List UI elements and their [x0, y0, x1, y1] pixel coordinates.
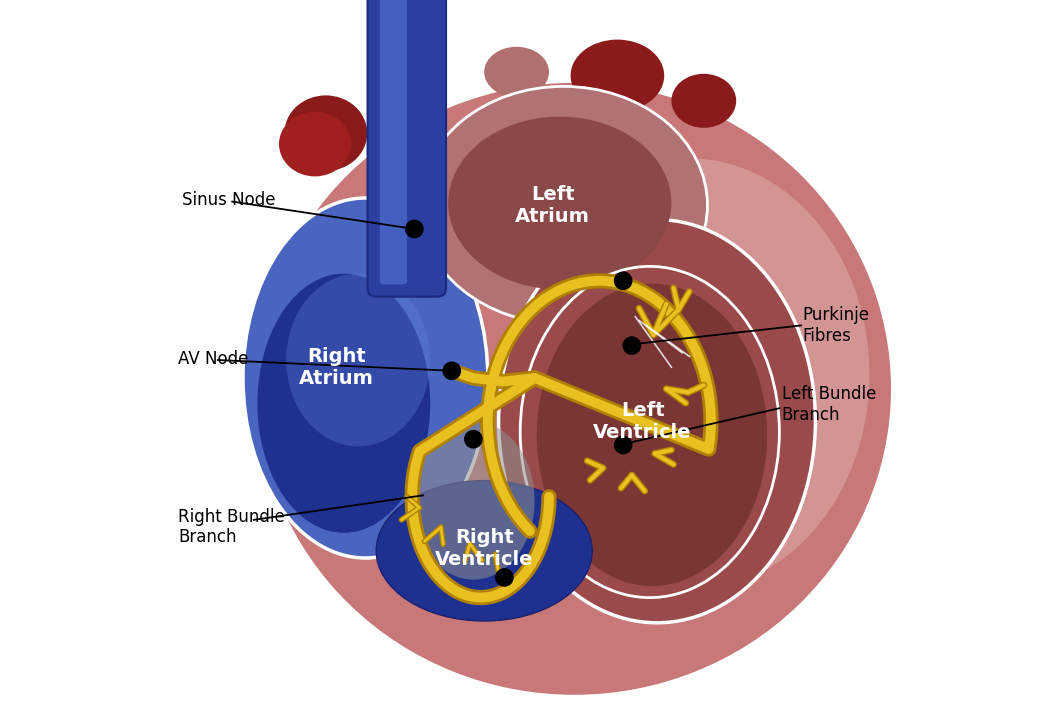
Text: Right Bundle
Branch: Right Bundle Branch	[178, 508, 285, 546]
Circle shape	[405, 220, 424, 238]
Text: AV Node: AV Node	[178, 350, 249, 368]
Text: Left
Atrium: Left Atrium	[515, 185, 590, 225]
Ellipse shape	[498, 220, 816, 623]
Circle shape	[614, 271, 633, 290]
FancyBboxPatch shape	[380, 0, 407, 284]
Text: Sinus Node: Sinus Node	[182, 192, 275, 210]
Ellipse shape	[285, 96, 367, 171]
Ellipse shape	[484, 47, 549, 97]
Ellipse shape	[510, 158, 870, 590]
Ellipse shape	[376, 481, 593, 621]
Ellipse shape	[671, 74, 736, 128]
Ellipse shape	[279, 112, 352, 176]
Text: Left Bundle
Branch: Left Bundle Branch	[782, 385, 876, 424]
Circle shape	[614, 436, 633, 454]
Circle shape	[622, 336, 641, 355]
Circle shape	[464, 430, 483, 449]
Ellipse shape	[412, 421, 534, 580]
Text: Purkinje
Fibres: Purkinje Fibres	[803, 306, 870, 345]
Ellipse shape	[286, 274, 430, 446]
Ellipse shape	[257, 83, 891, 695]
Text: Left
Ventricle: Left Ventricle	[594, 401, 691, 441]
Ellipse shape	[448, 117, 671, 289]
Text: Right
Ventricle: Right Ventricle	[435, 528, 533, 569]
Ellipse shape	[419, 86, 707, 324]
Ellipse shape	[570, 40, 664, 112]
Ellipse shape	[257, 274, 430, 533]
Text: Right
Atrium: Right Atrium	[299, 347, 374, 387]
Ellipse shape	[536, 284, 767, 586]
FancyBboxPatch shape	[367, 0, 446, 297]
Ellipse shape	[243, 198, 487, 558]
Circle shape	[443, 361, 461, 380]
Circle shape	[495, 568, 514, 587]
